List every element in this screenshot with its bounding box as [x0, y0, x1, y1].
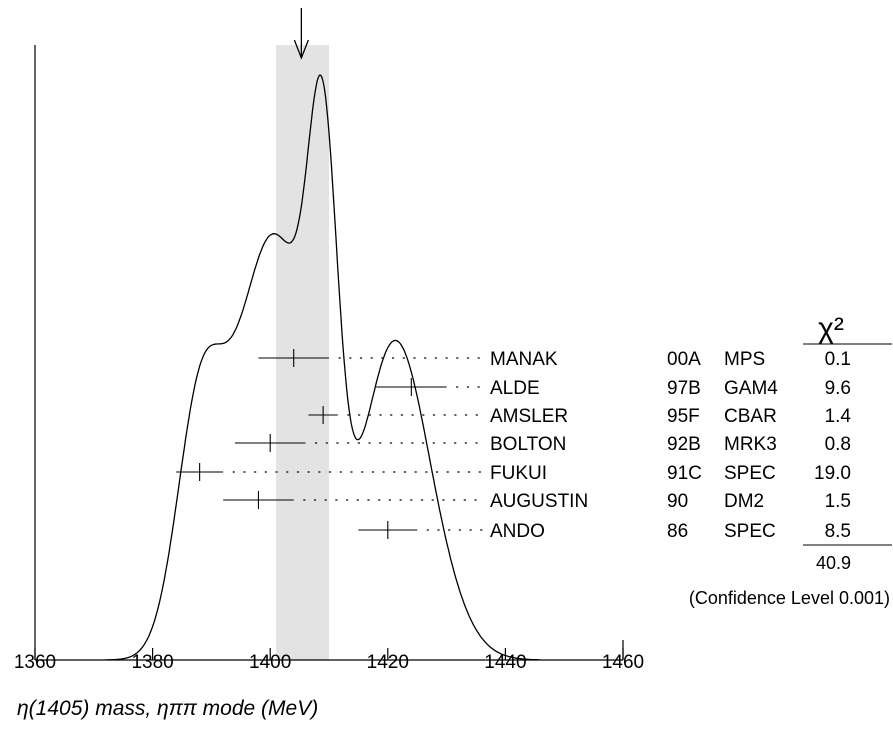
measurement-row: AMSLER 95F CBAR 1.4	[308, 406, 851, 427]
chi2-total: 40.9	[816, 553, 851, 573]
x-axis-ticks	[34, 648, 624, 660]
measurement-row: FUKUI 91C SPEC 19.0	[176, 463, 851, 484]
experiment-label: GAM4	[724, 378, 778, 399]
chi2-value: 1.5	[825, 491, 851, 512]
x-tick-label: 1440	[484, 652, 526, 673]
chi2-value: 9.6	[825, 378, 851, 399]
x-axis-label: η(1405) mass, ηππ mode (MeV)	[17, 697, 318, 720]
chi2-header: χ²	[818, 312, 844, 345]
year-label: 92B	[667, 434, 701, 455]
experiment-label: SPEC	[724, 521, 776, 542]
author-label: ANDO	[490, 521, 545, 542]
author-label: FUKUI	[490, 463, 547, 484]
year-label: 91C	[667, 463, 702, 484]
author-label: AMSLER	[490, 406, 568, 427]
year-label: 00A	[667, 349, 701, 370]
author-label: ALDE	[490, 378, 540, 399]
x-tick-label: 1380	[131, 652, 173, 673]
year-label: 95F	[667, 406, 700, 427]
x-axis-tick-labels: 1360 1380 1400 1420 1440 1460	[14, 652, 644, 673]
author-label: AUGUSTIN	[490, 491, 588, 512]
measurement-row: ALDE 97B GAM4 9.6	[376, 378, 851, 399]
x-tick-label: 1360	[14, 652, 56, 673]
chi2-value: 19.0	[814, 463, 851, 484]
author-label: MANAK	[490, 349, 558, 370]
average-band	[276, 45, 329, 660]
experiment-label: DM2	[724, 491, 764, 512]
confidence-level: (Confidence Level 0.001)	[689, 588, 890, 608]
author-label: BOLTON	[490, 434, 566, 455]
measurement-rows: MANAK 00A MPS 0.1 ALDE 97B GAM4 9.6 AMSLER 95F CBA…	[176, 349, 851, 542]
year-label: 97B	[667, 378, 701, 399]
chi2-value: 0.1	[825, 349, 851, 370]
x-tick-label: 1460	[602, 652, 644, 673]
measurement-row: MANAK 00A MPS 0.1	[258, 349, 851, 370]
year-label: 90	[667, 491, 688, 512]
experiment-label: MRK3	[724, 434, 777, 455]
experiment-label: MPS	[724, 349, 765, 370]
chi2-value: 1.4	[825, 406, 852, 427]
experiment-label: CBAR	[724, 406, 777, 427]
chi2-value: 8.5	[825, 521, 851, 542]
year-label: 86	[667, 521, 688, 542]
ideogram-curve	[105, 74, 540, 661]
x-tick-label: 1400	[249, 652, 291, 673]
measurement-row: AUGUSTIN 90 DM2 1.5	[223, 491, 851, 512]
experiment-label: SPEC	[724, 463, 776, 484]
measurement-row: ANDO 86 SPEC 8.5	[358, 521, 851, 542]
x-tick-label: 1420	[367, 652, 409, 673]
average-arrow-head	[293, 39, 309, 60]
measurement-row: BOLTON 92B MRK3 0.8	[234, 434, 851, 455]
chi2-value: 0.8	[825, 434, 851, 455]
